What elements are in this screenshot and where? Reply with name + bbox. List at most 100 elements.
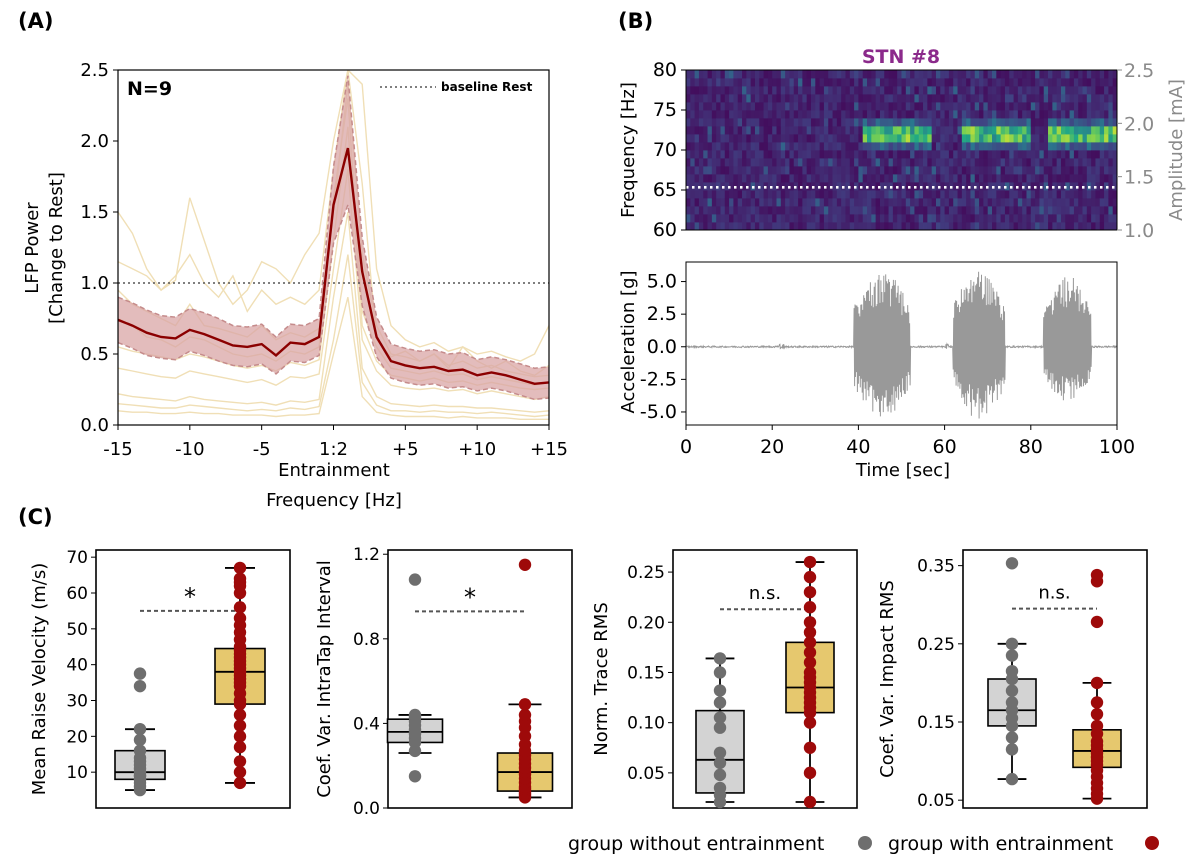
spectrogram-cell bbox=[1078, 158, 1083, 167]
spectrogram-cell bbox=[935, 214, 941, 223]
spectrogram-cell bbox=[974, 102, 980, 111]
spectrogram-cell bbox=[927, 134, 933, 143]
y-tick-label: 0.4 bbox=[353, 714, 380, 734]
spectrogram-cell bbox=[914, 150, 920, 159]
spectrogram-cell bbox=[1065, 166, 1070, 175]
spectrogram-cell bbox=[841, 94, 846, 103]
spectrogram-cell bbox=[875, 142, 881, 151]
spectrogram-cell bbox=[841, 78, 846, 87]
spectrogram-cell bbox=[927, 78, 933, 87]
spectrogram-cell bbox=[923, 78, 928, 87]
spectrogram-cell bbox=[711, 150, 717, 159]
spectrogram-cell bbox=[1104, 198, 1109, 207]
spectrogram-cell bbox=[798, 86, 803, 95]
spectrogram-cell bbox=[862, 198, 868, 207]
spectrogram-cell bbox=[1082, 86, 1088, 95]
spectrogram-cell bbox=[914, 166, 920, 175]
spectrogram-cell bbox=[923, 142, 928, 151]
spectrogram-cell bbox=[836, 142, 842, 151]
spectrogram-cell bbox=[1082, 134, 1088, 143]
spectrogram-cell bbox=[858, 174, 864, 183]
spectrogram-cell bbox=[694, 86, 700, 95]
spectrogram-cell bbox=[940, 86, 945, 95]
spectrogram-cell bbox=[1104, 206, 1109, 215]
spectrogram-cell bbox=[875, 158, 881, 167]
spectrogram-cell bbox=[957, 134, 963, 143]
spectrogram-cell bbox=[1039, 134, 1045, 143]
spectrogram-cell bbox=[802, 118, 808, 127]
spectrogram-cell bbox=[1009, 158, 1014, 167]
spectrogram-cell bbox=[905, 126, 911, 135]
spectrogram-cell bbox=[987, 166, 993, 175]
spectrogram-cell bbox=[979, 94, 984, 103]
data-point bbox=[713, 696, 727, 709]
spectrogram-cell bbox=[910, 134, 915, 143]
spectrogram-cell bbox=[763, 134, 769, 143]
spectrogram-cell bbox=[1039, 78, 1045, 87]
spectrogram-cell bbox=[953, 126, 958, 135]
spectrogram-cell bbox=[823, 70, 829, 79]
spectrogram-cell bbox=[948, 150, 954, 159]
y-axis-label: Coef. Var. IntraTap Interval bbox=[314, 560, 335, 798]
spectrogram-cell bbox=[703, 102, 708, 111]
spectrogram-cell bbox=[849, 118, 855, 127]
spectrogram-cell bbox=[879, 182, 885, 191]
spectrogram-cell bbox=[841, 150, 846, 159]
spectrogram-cell bbox=[810, 222, 816, 231]
spectrogram-cell bbox=[1060, 214, 1066, 223]
data-point bbox=[713, 756, 727, 770]
y-tick-label: 0.0 bbox=[80, 415, 109, 436]
spectrogram-cell bbox=[780, 94, 786, 103]
spectrogram-cell bbox=[711, 86, 717, 95]
spectrogram-cell bbox=[970, 174, 976, 183]
spectrogram-cell bbox=[845, 126, 851, 135]
spectrogram-cell bbox=[974, 110, 980, 119]
spectrogram-cell bbox=[759, 126, 764, 135]
spectrogram-cell bbox=[970, 142, 976, 151]
spectrogram-cell bbox=[948, 70, 954, 79]
spectrogram-cell bbox=[905, 190, 911, 199]
box-plot-frame bbox=[95, 549, 291, 809]
spectrogram-cell bbox=[944, 102, 950, 111]
spectrogram-cell bbox=[849, 214, 855, 223]
spectrogram-cell bbox=[690, 118, 696, 127]
spectrogram-cell bbox=[754, 166, 760, 175]
spectrogram-cell bbox=[901, 110, 907, 119]
spectrogram-cell bbox=[996, 198, 1002, 207]
spectrogram-cell bbox=[845, 166, 851, 175]
spectrogram-cell bbox=[733, 214, 739, 223]
spectrogram-cell bbox=[733, 166, 739, 175]
spectrogram-cell bbox=[966, 70, 971, 79]
spectrogram-cell bbox=[1091, 182, 1096, 191]
spectrogram-cell bbox=[754, 150, 760, 159]
spectrogram-cell bbox=[867, 110, 872, 119]
spectrogram-cell bbox=[918, 158, 924, 167]
spectrogram-cell bbox=[841, 198, 846, 207]
spectrogram-cell bbox=[1108, 118, 1114, 127]
spectrogram-cell bbox=[1043, 118, 1049, 127]
spectrogram-cell bbox=[940, 190, 945, 199]
spectrogram-cell bbox=[1043, 126, 1049, 135]
spectrogram-cell bbox=[690, 198, 696, 207]
spectrogram-cell bbox=[1013, 214, 1019, 223]
spectrogram-cell bbox=[892, 190, 898, 199]
spectrogram-cell bbox=[729, 86, 734, 95]
spectrogram-cell bbox=[923, 158, 928, 167]
data-point bbox=[1090, 719, 1104, 733]
acceleration-axis-label: Acceleration [g] bbox=[618, 270, 639, 413]
spectrogram-cell bbox=[1017, 198, 1023, 207]
spectrogram-cell bbox=[966, 214, 971, 223]
spectrogram-cell bbox=[1086, 118, 1092, 127]
spectrogram-cell bbox=[720, 94, 726, 103]
spectrogram-cell bbox=[871, 222, 877, 231]
spectrogram-cell bbox=[841, 142, 846, 151]
spectrogram-cell bbox=[1013, 174, 1019, 183]
spectrogram-cell bbox=[1112, 142, 1118, 151]
spectrogram-cell bbox=[1004, 134, 1010, 143]
spectrogram-cell bbox=[806, 78, 812, 87]
spectrogram-cell bbox=[759, 150, 764, 159]
spectrogram-cell bbox=[836, 78, 842, 87]
spectrogram-cell bbox=[806, 118, 812, 127]
spectrogram-cell bbox=[836, 158, 842, 167]
